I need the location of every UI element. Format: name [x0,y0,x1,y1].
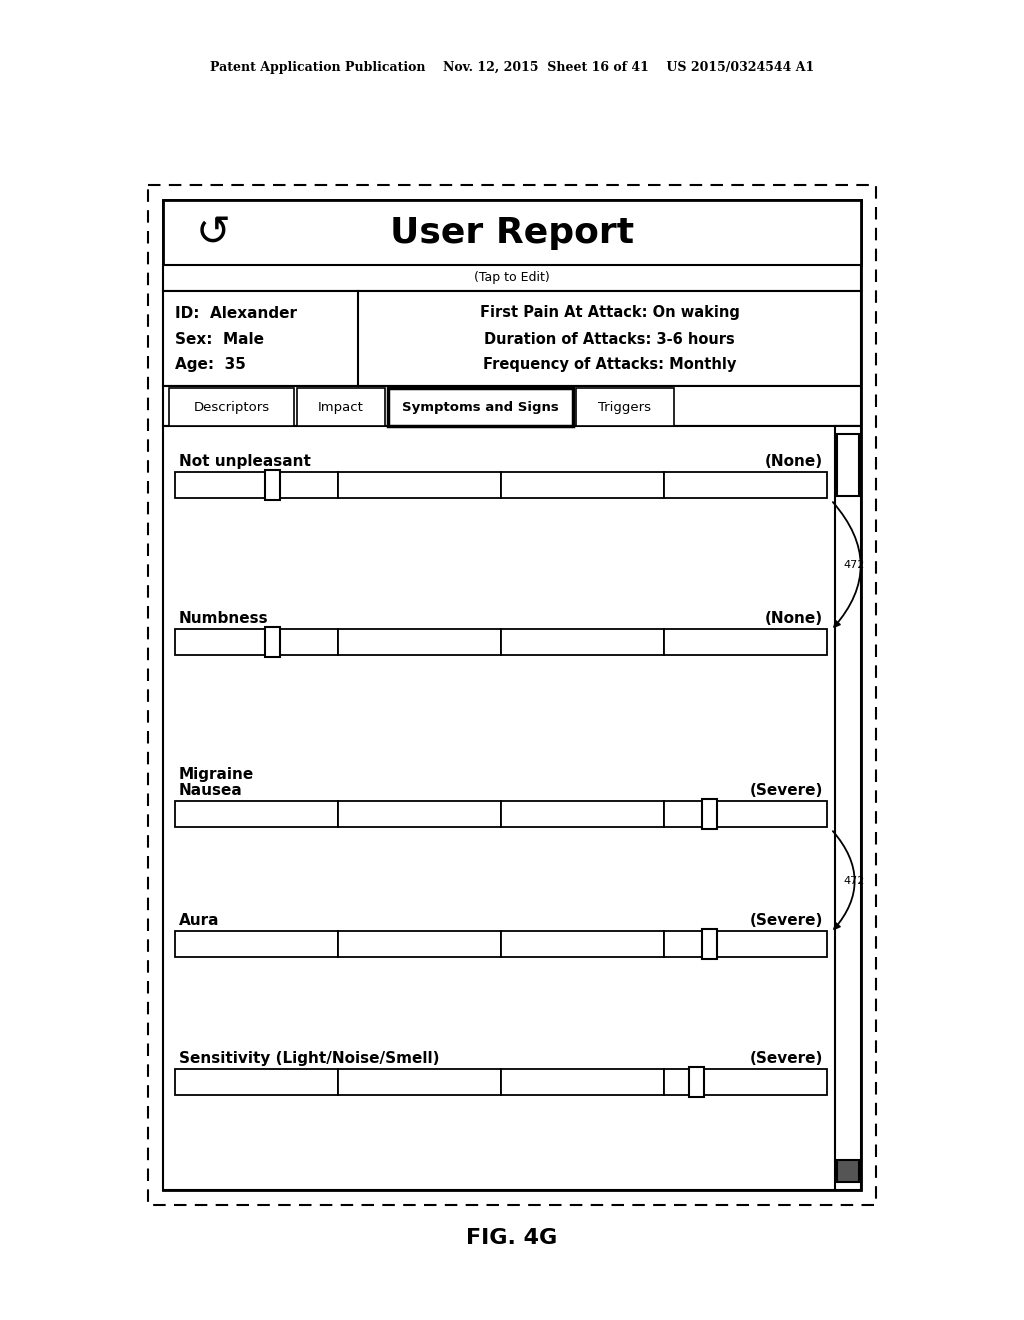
Bar [175,628,338,655]
Bar [501,931,664,957]
Bar [501,473,664,498]
Text: Sex:  Male: Sex: Male [175,331,264,346]
Text: ID:  Alexander: ID: Alexander [175,305,297,321]
Bar [265,470,281,500]
Text: First Pain At Attack: On waking: First Pain At Attack: On waking [479,305,739,321]
Text: Not unpleasant: Not unpleasant [179,454,311,469]
Text: Triggers: Triggers [598,400,651,413]
Bar [689,1067,705,1097]
Bar [575,388,674,426]
Text: Aura: Aura [179,912,219,928]
Bar [702,799,717,829]
Text: (Severe): (Severe) [750,912,823,928]
Bar [297,388,385,426]
Text: Nausea: Nausea [179,783,243,799]
Text: Descriptors: Descriptors [194,400,269,413]
Bar [163,201,861,265]
Text: Sensitivity (Light/Noise/Smell): Sensitivity (Light/Noise/Smell) [179,1051,439,1067]
Text: Frequency of Attacks: Monthly: Frequency of Attacks: Monthly [482,358,736,372]
Text: (None): (None) [765,454,823,469]
Bar [501,801,664,828]
Bar [265,627,281,656]
Bar [338,628,501,655]
Text: Age:  35: Age: 35 [175,358,246,372]
Bar [163,385,861,426]
Bar [163,201,861,1191]
Bar [163,265,861,290]
Bar [175,801,338,828]
Bar [664,628,827,655]
Text: Impact: Impact [318,400,364,413]
Bar [163,426,861,1191]
Bar [501,1069,664,1096]
Text: Symptoms and Signs: Symptoms and Signs [402,400,559,413]
Bar [338,931,501,957]
Bar [163,290,861,385]
Bar [837,1160,859,1181]
Text: (Severe): (Severe) [750,1051,823,1067]
Bar [148,185,876,1205]
Bar [338,801,501,828]
Text: Numbness: Numbness [179,611,268,626]
Text: Duration of Attacks: 3-6 hours: Duration of Attacks: 3-6 hours [484,331,735,346]
Bar [175,473,338,498]
Text: Migraine: Migraine [179,767,254,781]
Bar [338,1069,501,1096]
Text: Patent Application Publication    Nov. 12, 2015  Sheet 16 of 41    US 2015/03245: Patent Application Publication Nov. 12, … [210,62,814,74]
Text: 472: 472 [843,560,864,570]
Text: (Tap to Edit): (Tap to Edit) [474,272,550,285]
Text: (None): (None) [765,611,823,626]
Bar [175,1069,338,1096]
Bar [835,426,861,1191]
Bar [664,801,827,828]
Bar [837,434,859,496]
Text: 472: 472 [843,876,864,886]
Bar [338,473,501,498]
Bar [169,388,294,426]
Text: (Severe): (Severe) [750,783,823,799]
Bar [664,473,827,498]
Text: ↺: ↺ [196,211,230,253]
Bar [702,929,717,958]
Bar [388,388,573,426]
Text: FIG. 4G: FIG. 4G [466,1228,558,1247]
Bar [664,1069,827,1096]
Text: User Report: User Report [390,215,634,249]
Bar [175,931,338,957]
Bar [664,931,827,957]
Bar [501,628,664,655]
